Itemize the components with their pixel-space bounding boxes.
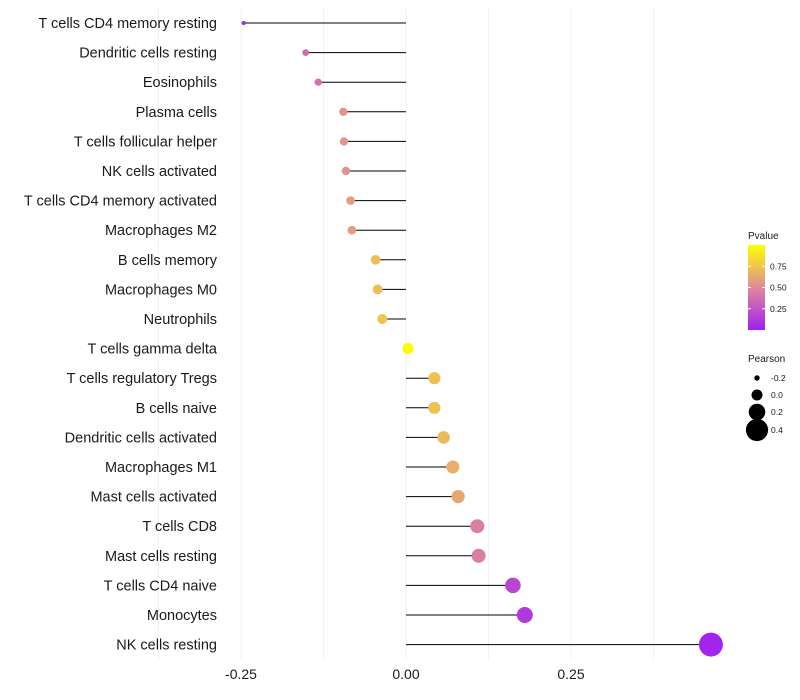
lollipop-dot bbox=[428, 401, 441, 414]
lollipop-dot bbox=[339, 107, 348, 116]
lollipop-dot bbox=[402, 343, 414, 355]
pvalue-colorbar bbox=[748, 245, 765, 330]
y-axis-label: Mast cells resting bbox=[105, 549, 217, 565]
size-legend-label: 0.4 bbox=[771, 425, 783, 435]
lollipop-dot bbox=[446, 460, 460, 474]
colorbar-tick-label: 0.75 bbox=[770, 261, 787, 271]
size-legend-dot bbox=[748, 403, 766, 421]
x-axis-ticks: -0.25 0.00 0.25 bbox=[225, 666, 585, 682]
y-axis-label: Neutrophils bbox=[144, 312, 217, 328]
y-axis-labels: T cells CD4 memory resting Dendritic cell… bbox=[24, 16, 218, 654]
size-legend-dot bbox=[745, 418, 769, 442]
lollipop-dot bbox=[437, 431, 450, 444]
lollipop-dot bbox=[470, 519, 485, 534]
lollipop-dot bbox=[428, 372, 441, 385]
pvalue-legend: Pvalue 0.25 0.50 0.75 bbox=[748, 231, 787, 330]
y-axis-label: Plasma cells bbox=[136, 105, 217, 121]
lollipop-dot bbox=[451, 489, 465, 504]
colorbar-tick-label: 0.25 bbox=[770, 304, 787, 314]
lollipop-dot bbox=[339, 137, 349, 146]
lollipop-dots bbox=[241, 20, 723, 657]
size-legend-label: 0.2 bbox=[771, 407, 783, 417]
pearson-legend-title: Pearson bbox=[748, 354, 785, 365]
grid-lines bbox=[158, 8, 654, 661]
y-axis-label: T cells follicular helper bbox=[74, 134, 217, 150]
y-axis-label: Mast cells activated bbox=[90, 490, 217, 506]
lollipop-dot bbox=[505, 577, 521, 594]
x-tick-label: -0.25 bbox=[225, 666, 257, 682]
y-axis-label: Macrophages M2 bbox=[105, 223, 217, 239]
size-legend-label: 0.0 bbox=[771, 390, 783, 400]
x-tick-label: 0.00 bbox=[392, 666, 419, 682]
lollipop-dot bbox=[241, 20, 246, 26]
y-axis-label: Macrophages M0 bbox=[105, 282, 217, 298]
size-legend-label: -0.2 bbox=[771, 373, 786, 383]
lollipop-dot bbox=[370, 254, 381, 265]
y-axis-label: T cells CD4 memory activated bbox=[24, 194, 217, 210]
y-axis-label: T cells CD4 naive bbox=[104, 578, 217, 594]
lollipop-dot bbox=[341, 166, 351, 176]
y-axis-label: T cells CD4 memory resting bbox=[38, 16, 217, 32]
lollipop-dot bbox=[698, 632, 723, 657]
y-axis-label: B cells naive bbox=[136, 401, 217, 417]
y-axis-label: Dendritic cells activated bbox=[65, 430, 217, 446]
lollipop-dot bbox=[516, 606, 533, 624]
lollipop-dot bbox=[346, 196, 355, 205]
lollipop-dot bbox=[377, 314, 388, 324]
y-axis-label: T cells CD8 bbox=[142, 519, 217, 535]
y-axis-label: Macrophages M1 bbox=[105, 460, 217, 476]
lollipop-dot bbox=[471, 548, 486, 563]
y-axis-label: NK cells activated bbox=[102, 164, 217, 180]
y-axis-label: B cells memory bbox=[118, 253, 218, 269]
pearson-legend: Pearson -0.2 0.0 0.2 0.4 bbox=[745, 354, 786, 442]
colorbar-tick-label: 0.50 bbox=[770, 283, 787, 293]
y-axis-label: NK cells resting bbox=[116, 638, 217, 654]
x-tick-label: 0.25 bbox=[557, 666, 584, 682]
y-axis-label: T cells regulatory Tregs bbox=[67, 371, 217, 387]
lollipop-stems bbox=[243, 22, 711, 646]
pvalue-legend-title: Pvalue bbox=[748, 231, 779, 242]
y-axis-label: Dendritic cells resting bbox=[79, 46, 217, 62]
size-legend-dot bbox=[754, 375, 760, 381]
y-axis-label: T cells gamma delta bbox=[88, 342, 218, 358]
size-legend-dot bbox=[751, 389, 763, 401]
y-axis-label: Monocytes bbox=[147, 608, 217, 624]
lollipop-dot bbox=[314, 78, 322, 86]
lollipop-dot bbox=[302, 49, 310, 56]
lollipop-dot bbox=[347, 225, 357, 235]
lollipop-dot bbox=[372, 284, 383, 295]
y-axis-label: Eosinophils bbox=[143, 75, 217, 91]
